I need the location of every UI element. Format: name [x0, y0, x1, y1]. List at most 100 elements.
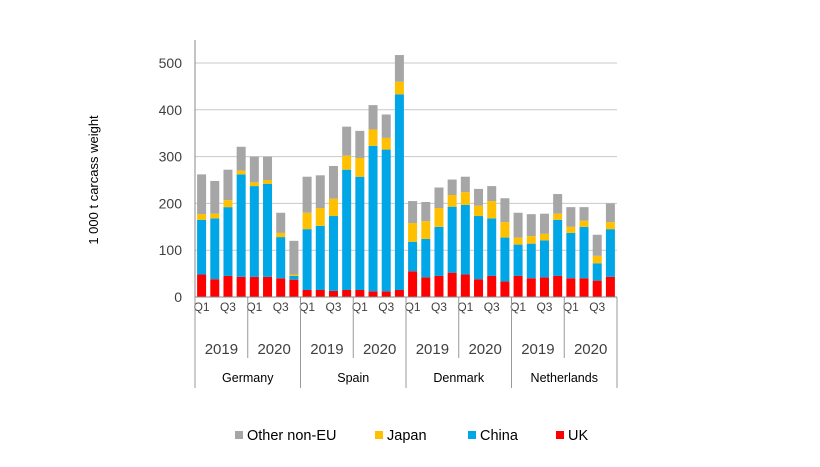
- bar-segment-china: [342, 169, 352, 290]
- bar-segment-other-non-eu: [474, 188, 484, 206]
- bar-segment-china: [434, 226, 444, 276]
- bar-segment-uk: [381, 291, 391, 297]
- quarter-label: Q1: [457, 300, 473, 314]
- bar-segment-uk: [592, 280, 602, 297]
- bar-segment-uk: [289, 279, 299, 297]
- quarter-label: Q3: [220, 300, 236, 314]
- bar-segment-china: [460, 204, 470, 275]
- bar-segment-uk: [408, 271, 418, 297]
- bar-segment-japan: [368, 129, 378, 146]
- quarter-label: Q3: [325, 300, 341, 314]
- bar-segment-china: [553, 219, 563, 276]
- quarter-label: Q1: [299, 300, 315, 314]
- bar-segment-other-non-eu: [408, 201, 418, 224]
- bar-segment-china: [236, 174, 246, 277]
- bar-segment-china: [487, 218, 497, 276]
- country-label: Spain: [337, 371, 369, 385]
- bar-segment-other-non-eu: [500, 198, 510, 223]
- bar-segment-uk: [223, 275, 233, 297]
- bar-segment-china: [355, 176, 365, 290]
- quarter-label: Q3: [431, 300, 447, 314]
- bar-segment-other-non-eu: [421, 201, 431, 222]
- bar-segment-uk: [539, 277, 549, 297]
- y-tick-label: 500: [159, 55, 183, 71]
- bar-segment-uk: [394, 289, 404, 297]
- year-label: 2019: [310, 341, 343, 358]
- bar-segment-japan: [263, 180, 273, 184]
- bar-segment-japan: [315, 208, 325, 226]
- bar-segment-japan: [197, 214, 207, 220]
- bar-segment-japan: [355, 158, 365, 177]
- bar-segment-china: [421, 238, 431, 278]
- bar-segment-other-non-eu: [539, 213, 549, 234]
- bar-segment-other-non-eu: [460, 176, 470, 193]
- bar-segment-japan: [421, 221, 431, 239]
- bar-segment-china: [289, 275, 299, 280]
- bar-segment-japan: [236, 170, 246, 175]
- bar-segment-uk: [368, 291, 378, 297]
- bar-segment-china: [513, 244, 523, 276]
- bar-segment-china: [539, 240, 549, 278]
- bar-segment-other-non-eu: [579, 207, 589, 221]
- bar-segment-japan: [289, 274, 299, 276]
- bar-segment-uk: [236, 276, 246, 297]
- bar-segment-china: [315, 225, 325, 290]
- bar-segment-china: [579, 226, 589, 279]
- quarter-label: Q1: [510, 300, 526, 314]
- bar-segment-uk: [197, 274, 207, 297]
- legend-swatch: [235, 431, 243, 439]
- bar-segment-japan: [487, 201, 497, 219]
- bar-segment-other-non-eu: [447, 179, 457, 195]
- bar-segment-japan: [592, 255, 602, 264]
- bar-segment-uk: [249, 276, 259, 297]
- bar-segment-japan: [460, 192, 470, 205]
- bar-segment-china: [394, 94, 404, 290]
- bar-segment-other-non-eu: [263, 156, 273, 180]
- bar-segment-uk: [263, 276, 273, 297]
- legend-swatch: [556, 431, 564, 439]
- bar-segment-uk: [513, 275, 523, 297]
- year-label: 2019: [521, 341, 554, 358]
- bar-segment-japan: [447, 194, 457, 207]
- bar-segment-uk: [302, 289, 312, 297]
- bar-segment-uk: [355, 289, 365, 297]
- bar-segment-china: [592, 263, 602, 281]
- legend-swatch: [375, 431, 383, 439]
- bar-segment-japan: [249, 182, 259, 187]
- bar-segment-other-non-eu: [315, 175, 325, 209]
- bar-segment-uk: [328, 290, 338, 297]
- bar-segment-uk: [447, 272, 457, 297]
- bar-segment-china: [328, 216, 338, 291]
- bar-segment-uk: [315, 289, 325, 297]
- bar-segment-japan: [210, 213, 220, 219]
- bar-segment-other-non-eu: [249, 156, 259, 183]
- y-axis-label: 1 000 t carcass weight: [86, 115, 101, 245]
- country-label: Denmark: [433, 371, 484, 385]
- bar-segment-japan: [500, 222, 510, 238]
- bar-segment-china: [210, 218, 220, 280]
- bar-segment-uk: [474, 279, 484, 297]
- bar-segment-china: [381, 149, 391, 292]
- y-tick-label: 200: [159, 195, 183, 211]
- bar-segment-uk: [342, 289, 352, 297]
- bar-segment-uk: [553, 275, 563, 297]
- bar-segment-china: [197, 219, 207, 275]
- year-label: 2020: [363, 341, 396, 358]
- year-label: 2020: [574, 341, 607, 358]
- quarter-label: Q3: [273, 300, 289, 314]
- bar-segment-japan: [539, 233, 549, 241]
- bar-segment-other-non-eu: [526, 214, 536, 237]
- bar-segment-china: [276, 237, 286, 279]
- bar-segment-other-non-eu: [368, 105, 378, 130]
- bar-segment-japan: [394, 81, 404, 95]
- legend-label: Other non-EU: [247, 428, 336, 444]
- legend-label: UK: [568, 428, 588, 444]
- quarter-label: Q1: [352, 300, 368, 314]
- bar-segment-uk: [500, 281, 510, 297]
- bar-segment-japan: [381, 137, 391, 150]
- bar-segment-japan: [342, 155, 352, 170]
- quarter-label: Q1: [563, 300, 579, 314]
- bar-segment-japan: [434, 208, 444, 227]
- bar-segment-japan: [566, 226, 576, 233]
- quarter-label: Q3: [589, 300, 605, 314]
